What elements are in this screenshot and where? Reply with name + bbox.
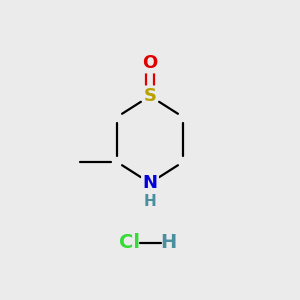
Text: S: S bbox=[143, 87, 157, 105]
Text: H: H bbox=[144, 194, 156, 208]
Text: N: N bbox=[142, 174, 158, 192]
Text: H: H bbox=[160, 233, 176, 253]
Text: Cl: Cl bbox=[118, 233, 140, 253]
Text: O: O bbox=[142, 54, 158, 72]
